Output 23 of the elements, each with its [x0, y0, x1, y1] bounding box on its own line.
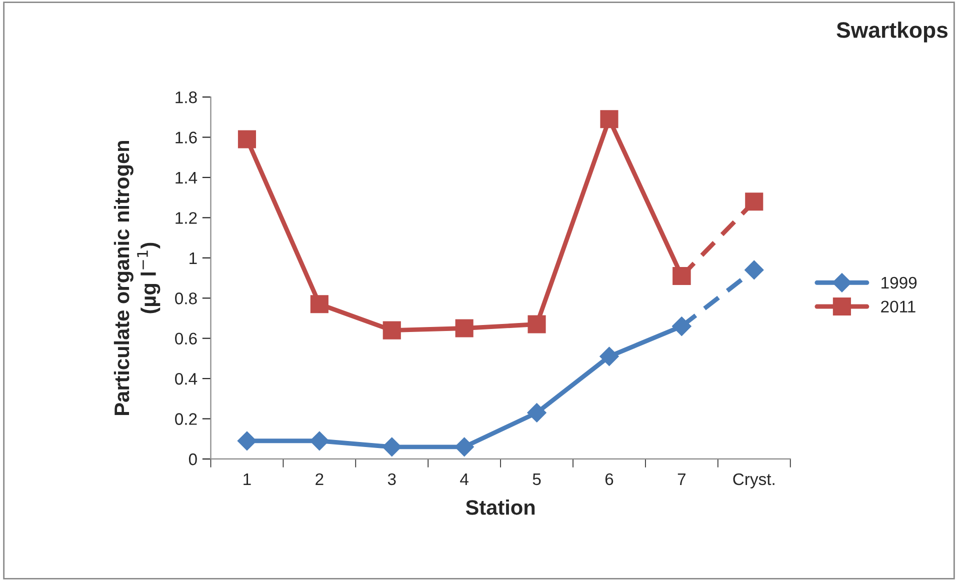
y-axis-title: Particulate organic nitrogen (µg l$^{−1}$): [114, 140, 160, 415]
y-tick-label: 0.4: [175, 372, 198, 385]
y-tick-label: 1.4: [176, 172, 198, 184]
legend-label: 1999: [882, 276, 917, 289]
x-tick-label: 5: [532, 473, 541, 486]
y-tick-label: 0.2: [175, 413, 197, 425]
x-tick-label: 6: [605, 473, 614, 486]
text: Swartkops: [836, 22, 948, 42]
x-tick-label: 4: [460, 473, 468, 485]
x-axis-title: Station: [466, 500, 535, 515]
y-tick-label: 1.6: [176, 132, 197, 144]
x-tick-label: 7: [678, 473, 686, 485]
x-tick-label: 3: [388, 473, 396, 486]
x-tick-label: Cryst.: [733, 473, 774, 488]
y-tick-label: 0.6: [175, 332, 197, 345]
x-tick-label: 1: [244, 473, 251, 485]
y-tick-label: 1: [190, 252, 197, 264]
legend-label: 2011: [881, 300, 916, 313]
y-tick-label: 1.8: [176, 91, 197, 104]
y-tick-label: 0: [188, 453, 197, 466]
y-tick-label: 1.2: [176, 212, 197, 224]
y-tick-label: 0.8: [175, 292, 197, 304]
x-tick-label: 2: [316, 473, 324, 485]
